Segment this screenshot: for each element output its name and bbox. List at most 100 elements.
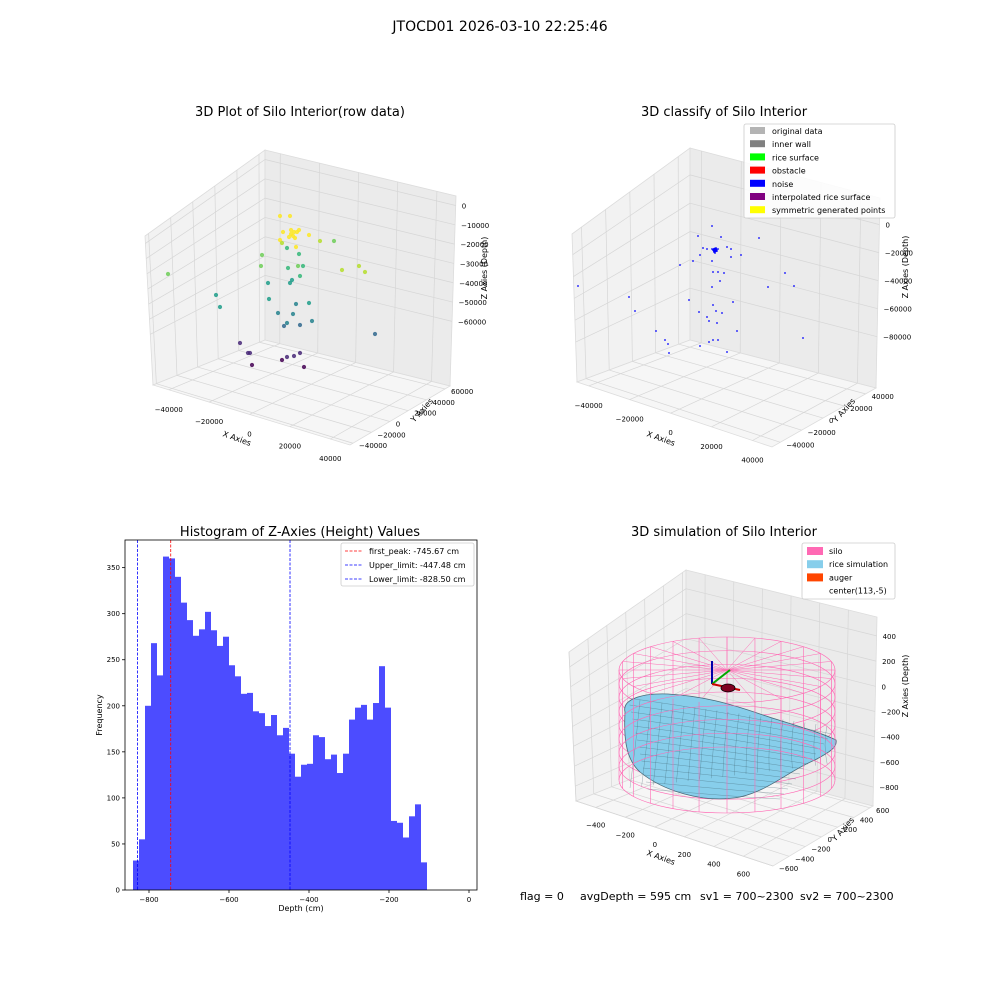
mesh-line (791, 720, 795, 769)
grid-line (689, 287, 878, 338)
grid-line (685, 613, 877, 662)
x-tick-label: 200 (678, 851, 691, 859)
legend-label: inner wall (772, 140, 811, 149)
silo-wire (726, 641, 782, 671)
histogram-ylabel: Frequency (95, 694, 104, 736)
histogram-bar (205, 611, 211, 890)
histogram-bar (349, 719, 355, 890)
histogram-bar (271, 715, 277, 890)
x-tick-label: −800 (139, 896, 158, 904)
histogram-bar (379, 666, 385, 890)
x-tick-label: 40000 (741, 457, 763, 465)
data-point (249, 362, 255, 368)
histogram-bar (307, 763, 313, 890)
mesh-line (644, 774, 789, 790)
classify-plot-ticks: −40000−2000002000040000−40000−2000002000… (575, 222, 913, 465)
x-tick-label: 40000 (319, 455, 341, 463)
grid-line (653, 174, 656, 353)
grid-line (857, 192, 862, 384)
mesh-line (645, 781, 785, 795)
mesh-line (642, 767, 793, 785)
y-tick-label: 100 (107, 794, 120, 802)
histogram-bar (211, 630, 217, 890)
noise-point (730, 256, 732, 258)
noise-point (712, 339, 714, 341)
legend-label: obstacle (772, 167, 806, 176)
data-point (300, 263, 306, 269)
mesh-line (780, 719, 784, 770)
histogram-bar (355, 707, 361, 890)
histogram-bar (409, 816, 415, 890)
data-point (284, 245, 290, 251)
histogram-bar (283, 727, 289, 890)
y-tick-label: 50 (111, 840, 120, 848)
noise-point (711, 260, 713, 262)
noise-point (699, 345, 701, 347)
grid-line (209, 352, 318, 403)
x-tick-label: 20000 (700, 443, 722, 451)
noise-point (767, 286, 769, 288)
data-point (279, 240, 285, 246)
silo-wire (726, 653, 821, 671)
depth-histogram: Histogram of Z-Axies (Height) Values −80… (95, 525, 478, 913)
histogram-bar (265, 726, 271, 890)
avg-depth-text: avgDepth = 595 cm (580, 890, 691, 903)
mesh-line (653, 702, 663, 786)
y-tick-label: 20000 (850, 405, 872, 413)
grid-line (689, 259, 878, 310)
data-point (356, 263, 362, 269)
mesh-line (638, 746, 805, 770)
mesh-line (639, 753, 801, 775)
noise-point (711, 286, 713, 288)
x-tick-label: −600 (219, 896, 238, 904)
noise-point (634, 310, 636, 312)
grid-line (585, 378, 781, 443)
legend-label: interpolated rice surface (772, 193, 870, 202)
histogram-bar (241, 693, 247, 890)
simulation-plot-xlabel: X Axies (645, 848, 676, 867)
data-point (289, 277, 295, 283)
noise-point (706, 248, 708, 250)
simulation-plot-ticks: −400−2000200400600−600−400−2000200400600… (586, 633, 900, 878)
data-point (362, 269, 368, 275)
histogram-bar (151, 643, 157, 890)
noise-point (688, 299, 690, 301)
noise-point (726, 246, 728, 248)
noise-point (732, 301, 734, 303)
x-tick-label: −20000 (195, 418, 223, 426)
data-point (339, 267, 345, 273)
mesh-line (664, 704, 674, 784)
y-tick-label: −200 (811, 846, 830, 854)
mesh-line (711, 710, 718, 779)
histogram-bar (289, 753, 295, 890)
legend-swatch (807, 573, 823, 582)
grid-line (684, 783, 790, 838)
grid-line (670, 362, 780, 414)
mesh-line (687, 707, 696, 782)
grid-line (752, 382, 858, 441)
grid-line (572, 174, 691, 256)
grid-line (570, 613, 687, 688)
silo-ring (618, 732, 836, 767)
grid-line (611, 786, 806, 847)
y-tick-label: −20000 (377, 431, 405, 439)
z-tick-label: −10000 (461, 222, 489, 230)
noise-point (720, 236, 722, 238)
legend-label: center(113,-5) (829, 587, 887, 596)
noise-point (708, 341, 710, 343)
histogram-bar (367, 719, 373, 890)
silo-wire (672, 669, 728, 699)
data-point (265, 280, 271, 286)
histogram-bar (199, 629, 205, 890)
data-point (306, 300, 312, 306)
mesh-line (813, 723, 817, 766)
histogram-bar (361, 704, 367, 890)
silo-wire (726, 669, 832, 679)
grid-line (605, 209, 610, 371)
legend-label: rice surface (772, 153, 819, 162)
histogram-bar (181, 602, 187, 890)
data-point (301, 364, 307, 370)
noise-point (793, 285, 795, 287)
grid-line (147, 217, 266, 290)
